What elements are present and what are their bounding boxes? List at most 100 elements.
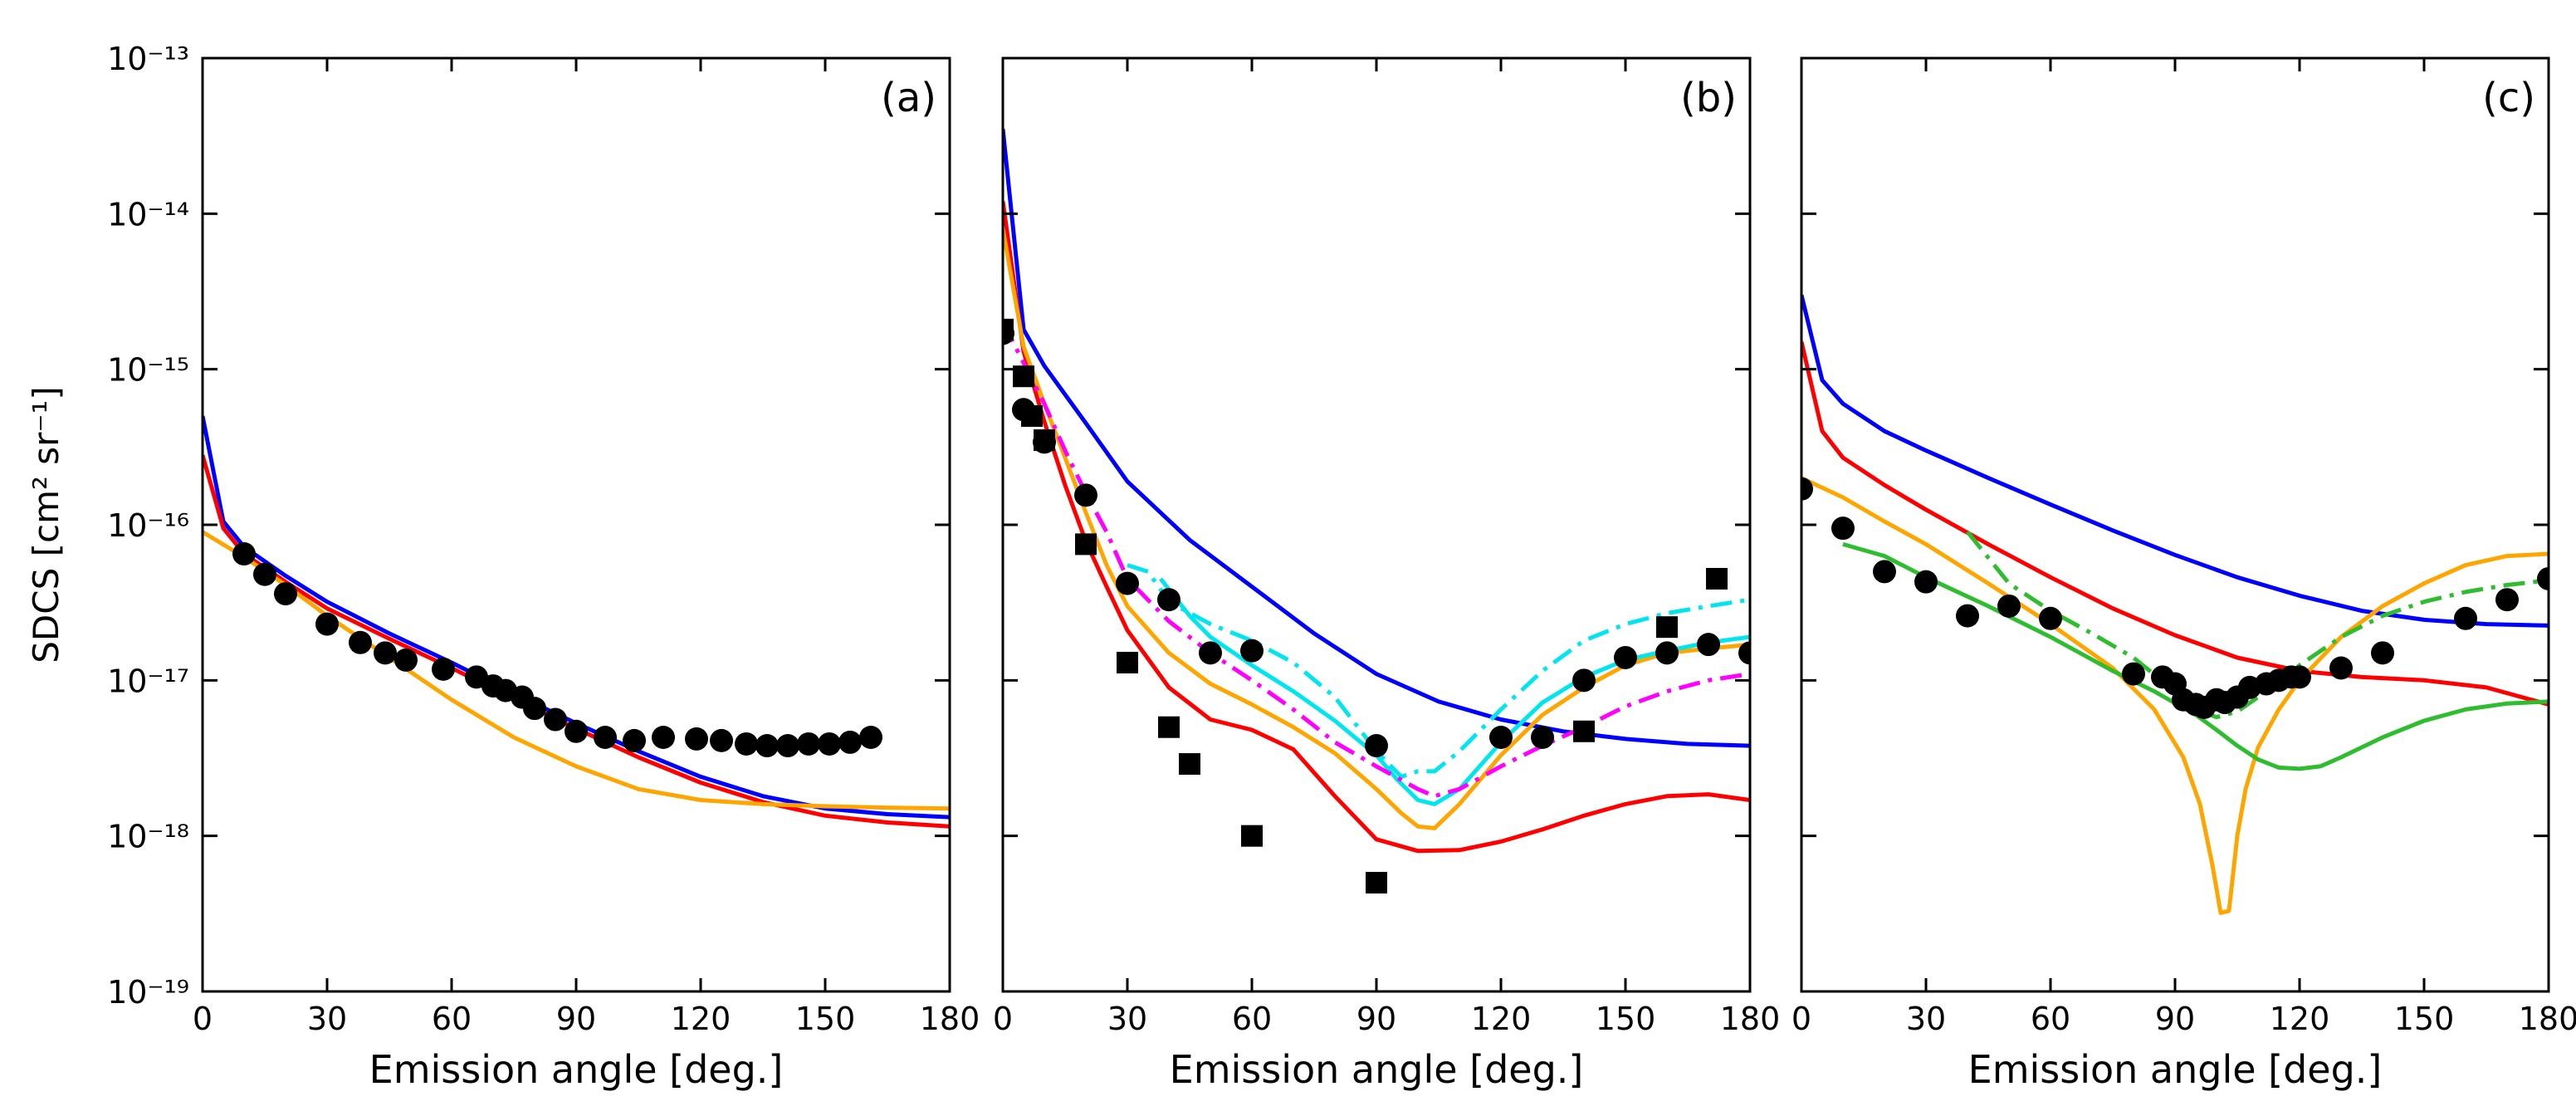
data-point-circle (1997, 594, 2021, 618)
data-point-circle (2495, 588, 2519, 612)
data-point-circle (315, 612, 339, 636)
data-point-circle (565, 719, 588, 743)
data-point-circle (838, 730, 862, 754)
plot-area (1003, 129, 1750, 894)
data-point-circle (2454, 606, 2477, 630)
x-tick-label: 60 (1232, 1001, 1272, 1037)
x-tick-label: 90 (1356, 1001, 1396, 1037)
data-point-circle (2039, 606, 2062, 630)
x-tick-label: 30 (1107, 1001, 1147, 1037)
x-tick-label: 180 (2519, 1001, 2576, 1037)
data-point-circle (1199, 641, 1222, 665)
series-line-red (1801, 341, 2549, 707)
data-point-square (1034, 429, 1055, 452)
y-tick-label: 10⁻¹⁴ (107, 196, 189, 232)
plot-area (1801, 294, 2549, 915)
panel-2: 0 30 60 90 120 150 180 (b) Emission angle [deg.] (993, 56, 1781, 1092)
y-tick-label: 10⁻¹⁶ (107, 507, 189, 544)
data-point-circle (1914, 570, 1938, 594)
data-point-square (1366, 872, 1387, 894)
data-point-circle (274, 582, 297, 606)
data-point-square (1075, 533, 1097, 556)
data-point-square (1706, 567, 1728, 590)
data-point-circle (2537, 566, 2549, 590)
data-point-circle (1873, 560, 1896, 584)
data-point-circle (2288, 665, 2311, 689)
data-point-circle (685, 727, 708, 751)
panel-3: 0 30 60 90 120 150 180 (c) Emission angle [deg.] (1791, 56, 2576, 1092)
data-point-circle (797, 732, 820, 756)
series-line-orange (1801, 476, 2549, 915)
panel-1: 0 30 60 90 120 150 180 10⁻¹⁹ 10⁻¹⁸ 10⁻¹⁷ 10⁻¹⁶ 10⁻¹… (107, 41, 980, 1092)
series-line-cyan-dash-dot (1127, 563, 1750, 779)
x-tick-label: 180 (1720, 1001, 1781, 1037)
x-tick-label: 0 (1791, 1001, 1811, 1037)
data-point-circle (1240, 639, 1264, 663)
data-point-circle (2371, 641, 2394, 665)
data-point-circle (1157, 588, 1180, 612)
data-point-circle (394, 648, 418, 672)
panels: 0 30 60 90 120 150 180 10⁻¹⁹ 10⁻¹⁸ 10⁻¹⁷ 10⁻¹⁶ 10⁻¹… (107, 41, 2576, 1092)
data-point-circle (1831, 516, 1855, 541)
data-point-circle (2122, 662, 2145, 686)
data-point-circle (1956, 604, 1979, 628)
x-tick-label: 60 (2031, 1001, 2070, 1037)
data-point-circle (710, 728, 733, 752)
data-point-circle (1697, 633, 1720, 657)
data-point-circle (1116, 571, 1139, 595)
data-point-square (1003, 318, 1014, 340)
data-point-circle (652, 725, 675, 749)
series-line-magenta-dash-dot (1003, 321, 1750, 799)
data-point-circle (1655, 641, 1679, 665)
panel-label: (a) (881, 75, 936, 121)
series-line-green-dash-dot (1966, 531, 2549, 720)
data-point-circle (1738, 641, 1750, 665)
data-point-circle (1531, 725, 1554, 749)
y-axis-label: SDCS [cm² sr⁻¹] (26, 386, 66, 663)
series-line-blue (1003, 129, 1750, 748)
y-tick-label: 10⁻¹⁵ (107, 352, 189, 389)
x-axis-label: Emission angle [deg.] (369, 1047, 784, 1092)
data-point-circle (1572, 668, 1596, 693)
panel-label: (b) (1680, 75, 1737, 121)
x-tick-label: 120 (1471, 1001, 1532, 1037)
data-point-circle (818, 732, 841, 756)
x-tick-label: 150 (2394, 1001, 2455, 1037)
x-tick-label: 90 (556, 1001, 596, 1037)
data-point-circle (232, 542, 256, 566)
x-axis-label: Emission angle [deg.] (1968, 1047, 2383, 1092)
data-point-circle (776, 734, 799, 758)
data-point-circle (523, 697, 546, 721)
x-tick-label: 120 (2270, 1001, 2330, 1037)
data-point-square (1573, 720, 1595, 742)
data-point-circle (735, 732, 758, 756)
y-tick-label: 10⁻¹⁷ (107, 663, 189, 699)
data-point-square (1117, 651, 1138, 673)
data-point-circle (349, 630, 372, 654)
data-point-circle (1614, 645, 1637, 669)
data-point-circle (1074, 483, 1097, 507)
panel-label: (c) (2482, 75, 2535, 121)
data-point-square (1241, 825, 1263, 847)
y-tick-label: 10⁻¹⁸ (107, 819, 189, 855)
x-tick-label: 0 (993, 1001, 1013, 1037)
y-tick-label: 10⁻¹³ (107, 41, 189, 77)
data-point-circle (544, 707, 567, 732)
x-tick-label: 0 (193, 1001, 213, 1037)
data-point-circle (1489, 725, 1513, 749)
x-tick-label: 150 (1596, 1001, 1656, 1037)
data-point-circle (374, 641, 397, 665)
data-point-square (1179, 753, 1200, 776)
data-point-circle (623, 728, 646, 752)
plot-area (203, 415, 950, 829)
x-tick-label: 30 (307, 1001, 347, 1037)
series-line-red (1003, 201, 1750, 854)
data-point-circle (755, 734, 779, 758)
data-point-circle (1801, 477, 1813, 501)
x-tick-label: 90 (2155, 1001, 2195, 1037)
data-point-circle (432, 657, 455, 681)
data-point-square (1158, 716, 1180, 738)
x-tick-label: 180 (920, 1001, 980, 1037)
x-tick-label: 30 (1906, 1001, 1946, 1037)
